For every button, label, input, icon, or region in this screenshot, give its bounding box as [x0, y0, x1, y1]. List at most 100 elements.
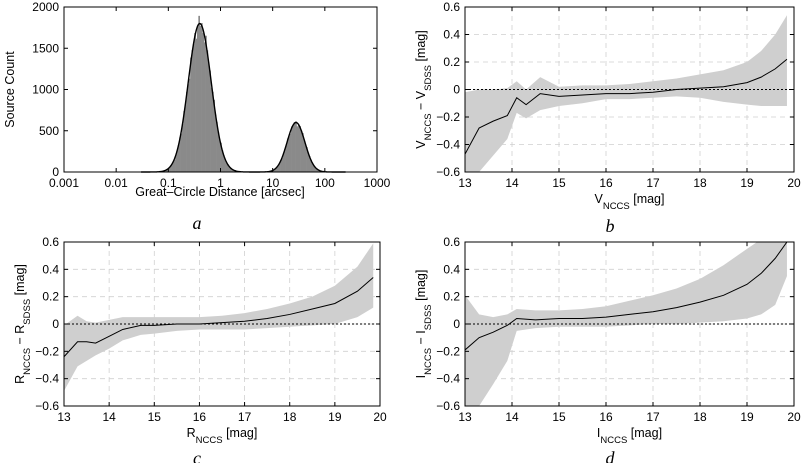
- histogram-bar: [176, 150, 179, 172]
- histogram-bar: [218, 139, 221, 172]
- y-tick-label: 1500: [32, 41, 59, 55]
- y-axis-label-part: V: [414, 140, 428, 149]
- histogram-bar: [273, 169, 275, 172]
- histogram-bar: [196, 26, 199, 172]
- histogram-bar: [291, 126, 293, 172]
- x-tick-label: 16: [193, 410, 207, 424]
- x-axis-label: Great–Circle Distance [arcsec]: [135, 185, 305, 199]
- y-tick-label: −0.6: [436, 399, 460, 413]
- x-tick-label: 0.1: [160, 176, 177, 190]
- x-tick-label: 13: [57, 410, 71, 424]
- x-axis-label-main: V: [594, 192, 603, 206]
- histogram-bar: [207, 62, 210, 172]
- histogram-bar: [186, 91, 188, 172]
- plot-area: [465, 242, 794, 406]
- y-axis-label-part: [mag]: [13, 264, 27, 299]
- histogram-bar: [206, 50, 209, 173]
- y-tick-label: 0.2: [443, 290, 460, 304]
- histogram-bar: [184, 104, 187, 172]
- histogram-bar: [228, 165, 230, 172]
- y-tick-label: 2000: [32, 0, 59, 14]
- y-tick-label: 1000: [32, 83, 59, 97]
- histogram-bar: [201, 23, 203, 172]
- histogram-bar: [311, 163, 314, 172]
- y-tick-label: 0.6: [443, 0, 460, 14]
- subplot-c: 13 14 15 16 17 18 19 20−0.6−0.4−0.200.20.40.6RN…: [13, 235, 387, 463]
- x-tick-label: 13: [458, 410, 472, 424]
- x-tick-label: 13: [458, 176, 472, 190]
- mean-line: [64, 277, 374, 358]
- histogram-bar: [226, 164, 229, 172]
- y-tick-label: 0.2: [42, 290, 59, 304]
- histogram-bar: [210, 87, 213, 172]
- histogram-bar: [175, 154, 177, 172]
- histogram-bars: [154, 15, 329, 173]
- x-tick-label: 1: [217, 176, 224, 190]
- y-axis-label-part: −: [414, 99, 428, 113]
- y-axis-label: VNCCS − VSDSS [mag]: [414, 30, 434, 148]
- y-axis-label-part: −: [414, 334, 428, 348]
- histogram-bar: [221, 150, 224, 172]
- histogram-bar: [213, 99, 215, 172]
- y-axis-label-part: SDSS: [423, 65, 434, 91]
- histogram-bar: [295, 121, 297, 172]
- histogram-bar: [282, 153, 285, 172]
- histogram-bar: [293, 122, 296, 172]
- histogram-bar: [211, 91, 214, 172]
- histogram-bar: [314, 166, 316, 172]
- spread-band: [64, 243, 374, 391]
- fit-curve: [141, 22, 346, 173]
- histogram-bar: [318, 170, 320, 172]
- y-axis-label: RNCCS − RSDSS [mag]: [13, 264, 33, 384]
- x-tick-label: 100: [315, 176, 335, 190]
- histogram-bar: [312, 164, 315, 172]
- x-tick-label: 19: [740, 410, 754, 424]
- histogram-bar: [304, 144, 307, 172]
- histogram-bar: [315, 168, 318, 172]
- subplot-label: c: [193, 448, 201, 463]
- histogram-bar: [316, 169, 319, 172]
- histogram-bar: [232, 169, 235, 172]
- x-tick-label: 15: [148, 410, 162, 424]
- histogram-bar: [288, 136, 290, 172]
- histogram-bar: [216, 121, 218, 172]
- y-tick-label: 0.4: [443, 28, 460, 42]
- y-axis-label-part: NCCS: [423, 348, 434, 375]
- histogram-bar: [231, 168, 233, 172]
- y-tick-label: −0.2: [35, 344, 59, 358]
- y-tick-label: 0: [52, 317, 59, 331]
- histogram-bar: [169, 166, 172, 172]
- histogram-bar: [307, 152, 310, 172]
- x-axis-label-main: R: [187, 426, 196, 440]
- x-tick-label: 19: [740, 176, 754, 190]
- histogram-bar: [190, 57, 192, 172]
- y-tick-label: −0.6: [35, 399, 59, 413]
- histogram-bar: [199, 26, 202, 172]
- x-tick-label: 18: [693, 176, 707, 190]
- x-tick-label: 15: [552, 410, 566, 424]
- y-tick-label: 0.6: [42, 235, 59, 249]
- y-axis-label: Source Count: [3, 51, 17, 128]
- histogram-bar: [195, 38, 198, 172]
- histogram-bar: [209, 70, 211, 172]
- y-tick-label: 0.4: [443, 262, 460, 276]
- histogram-bar: [220, 142, 222, 172]
- x-tick-label: 18: [283, 410, 297, 424]
- histogram-bar: [276, 167, 278, 172]
- histogram-bar: [286, 138, 289, 172]
- y-axis-label-part: [mag]: [414, 30, 428, 65]
- histogram-bar: [281, 158, 284, 172]
- mean-line: [465, 242, 788, 351]
- x-axis-label-unit: [mag]: [223, 426, 258, 440]
- histogram-bar: [192, 44, 195, 172]
- histogram-bar: [280, 160, 282, 172]
- x-tick-label: 19: [328, 410, 342, 424]
- histogram-bar: [217, 131, 220, 172]
- x-axis-label-main: I: [597, 426, 600, 440]
- subplot-b: 13 14 15 16 17 18 19 20−0.6−0.4−0.200.20.40.6VN…: [414, 0, 801, 236]
- histogram-bar: [278, 163, 281, 172]
- histogram-bar: [225, 162, 228, 172]
- x-axis-label-sub: NCCS: [196, 435, 223, 446]
- y-tick-label: −0.4: [436, 138, 460, 152]
